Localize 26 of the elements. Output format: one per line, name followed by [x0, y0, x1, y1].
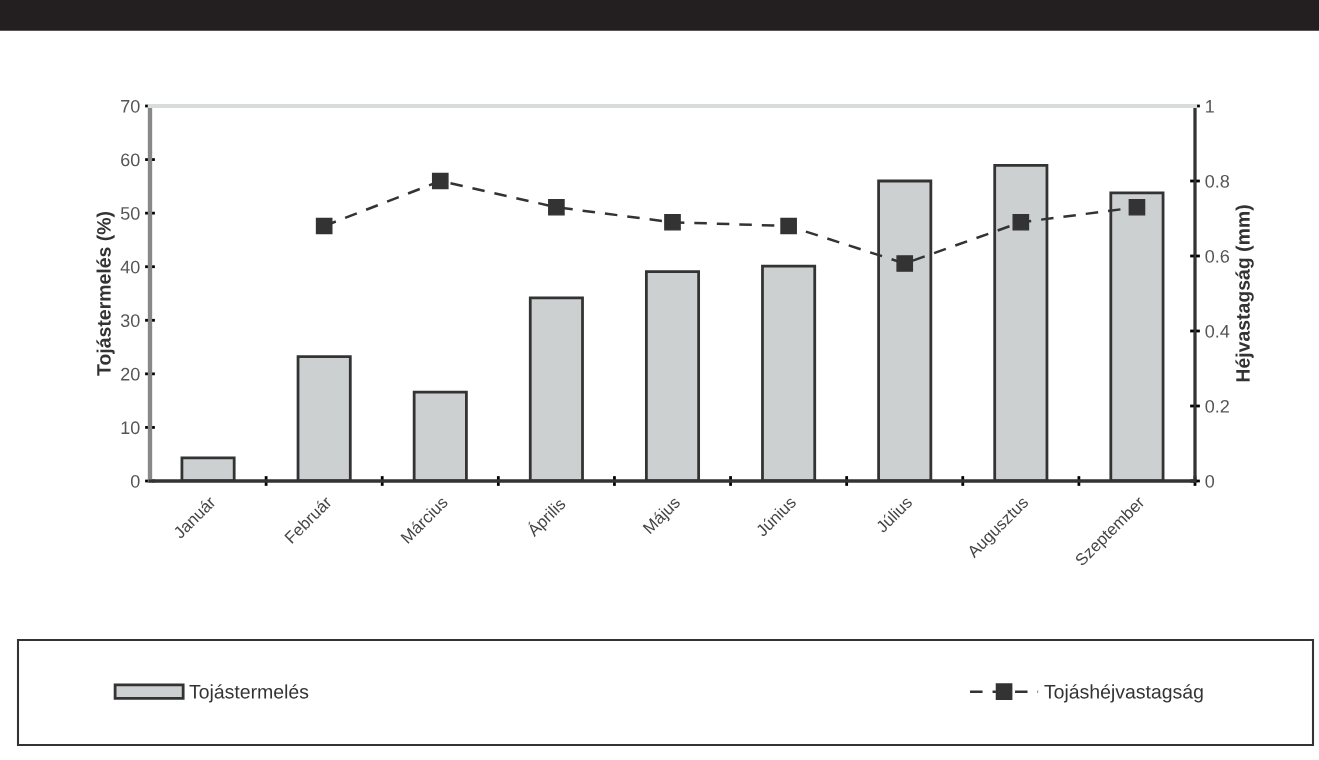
y-tick-label: 30: [120, 314, 140, 328]
point: [896, 255, 914, 272]
y-axis-title: Tojástermelés (%): [96, 211, 115, 376]
y2-tick-label: 1: [1206, 100, 1214, 113]
y2-tick-label: 0.8: [1205, 174, 1230, 188]
point: [780, 217, 797, 235]
legend-label: Tojástermelés: [189, 684, 309, 703]
y-tick-label: 20: [121, 367, 140, 381]
y-tick-label: 60: [121, 153, 140, 167]
y-tick-label: 0: [130, 474, 140, 488]
y2-tick-label: 0.2: [1205, 399, 1229, 413]
y2-tick-label: 0.6: [1205, 249, 1230, 263]
y-tick-label: 50: [120, 207, 140, 220]
y2-tick-label: 0: [1205, 474, 1215, 488]
y-tick-label: 70: [121, 99, 140, 113]
point: [315, 217, 333, 235]
y-tick-label: 40: [120, 260, 140, 274]
point: [1128, 198, 1146, 216]
y2-tick-label: 0.4: [1205, 324, 1230, 338]
legend-label: Tojáshéjvastagság: [1044, 684, 1203, 703]
y2-axis-title: Héjvastagság (mm): [1235, 205, 1254, 382]
point: [1012, 213, 1030, 231]
y-tick-label: 10: [121, 421, 140, 435]
point: [664, 213, 681, 231]
point: [548, 198, 565, 216]
point: [431, 172, 449, 190]
